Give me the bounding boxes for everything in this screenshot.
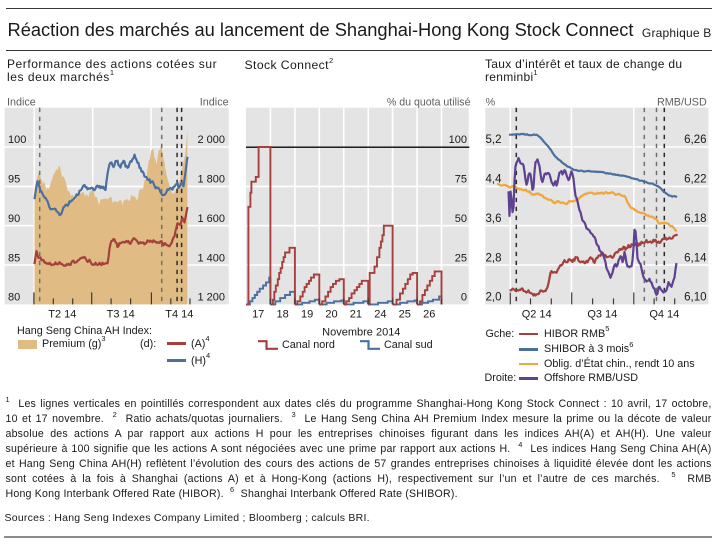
svg-text:25: 25: [455, 252, 467, 264]
svg-text:85: 85: [8, 252, 20, 264]
svg-text:6,26: 6,26: [684, 134, 706, 146]
svg-text:RMB/USD: RMB/USD: [657, 97, 707, 109]
svg-text:2 000: 2 000: [197, 134, 225, 146]
svg-text:Q2 14: Q2 14: [522, 308, 552, 320]
svg-text:T2 14: T2 14: [48, 308, 76, 320]
svg-text:Q3 14: Q3 14: [587, 308, 617, 320]
svg-text:1 400: 1 400: [197, 252, 225, 264]
svg-text:6,22: 6,22: [684, 174, 706, 186]
svg-text:6,10: 6,10: [684, 292, 706, 304]
svg-text:75: 75: [455, 174, 467, 186]
svg-text:Indice: Indice: [7, 97, 36, 109]
svg-text:6,14: 6,14: [684, 252, 707, 264]
svg-text:Q4 14: Q4 14: [649, 308, 679, 320]
svg-text:2,8: 2,8: [486, 252, 502, 264]
svg-text:80: 80: [8, 292, 20, 304]
svg-text:95: 95: [8, 174, 20, 186]
svg-text:18: 18: [276, 308, 288, 320]
svg-text:6,18: 6,18: [684, 213, 706, 225]
svg-text:T3 14: T3 14: [107, 308, 135, 320]
svg-text:5,2: 5,2: [486, 134, 502, 146]
svg-text:25: 25: [399, 308, 411, 320]
svg-text:19: 19: [301, 308, 313, 320]
svg-text:2,0: 2,0: [486, 292, 502, 304]
svg-text:1 200: 1 200: [197, 292, 225, 304]
svg-text:20: 20: [325, 308, 337, 320]
svg-text:% du quota utilisé: % du quota utilisé: [387, 97, 471, 109]
svg-text:1 600: 1 600: [197, 213, 225, 225]
svg-text:4,4: 4,4: [486, 174, 503, 186]
svg-text:24: 24: [374, 308, 386, 320]
svg-text:Novembre 2014: Novembre 2014: [322, 326, 400, 338]
svg-text:26: 26: [423, 308, 435, 320]
svg-text:21: 21: [350, 308, 362, 320]
svg-text:0: 0: [461, 292, 467, 304]
svg-text:100: 100: [8, 134, 26, 146]
svg-text:100: 100: [449, 134, 467, 146]
svg-text:1 800: 1 800: [197, 174, 225, 186]
svg-text:90: 90: [8, 213, 20, 225]
svg-text:17: 17: [252, 308, 264, 320]
svg-text:Indice: Indice: [200, 97, 229, 109]
svg-text:T4 14: T4 14: [165, 308, 193, 320]
svg-text:3,6: 3,6: [486, 213, 502, 225]
svg-text:%: %: [486, 97, 496, 109]
svg-text:50: 50: [455, 213, 467, 225]
